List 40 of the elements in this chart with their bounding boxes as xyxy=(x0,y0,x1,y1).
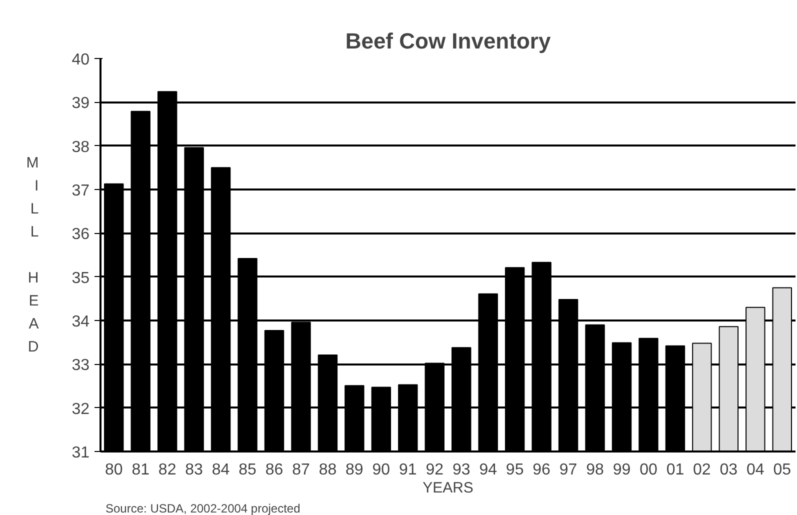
x-tick-label: 97 xyxy=(559,462,578,478)
text: MILL HEAD xyxy=(26,154,39,356)
x-tick-label: 91 xyxy=(399,462,417,478)
x-tick-label: 80 xyxy=(104,462,123,478)
x-tick-label: 96 xyxy=(532,462,551,478)
x-tick-label: 95 xyxy=(506,462,524,478)
y-tick-label: 38 xyxy=(72,138,90,156)
x-tick-label: 86 xyxy=(265,462,284,478)
y-tick-label: 36 xyxy=(72,226,90,244)
x-tick-label: 03 xyxy=(720,462,738,478)
y-tick-label: 35 xyxy=(72,270,90,287)
x-tick-label: 89 xyxy=(346,462,364,478)
x-tick-label: 05 xyxy=(773,462,792,478)
y-tick-label: 33 xyxy=(72,357,90,374)
y-tick-label: 40 xyxy=(72,52,90,68)
x-tick-label: 83 xyxy=(185,462,204,478)
x-tick-label: 87 xyxy=(292,462,310,478)
x-tick-label: 00 xyxy=(640,462,658,478)
x-tick-label: 85 xyxy=(238,462,257,478)
y-tick-label: 34 xyxy=(72,314,90,330)
x-tick-label: 88 xyxy=(318,462,337,478)
y-tick-label: 37 xyxy=(72,182,90,200)
x-tick-label: 94 xyxy=(479,462,498,478)
x-axis-title: YEARS xyxy=(422,480,474,496)
x-tick-label: 81 xyxy=(132,462,150,478)
y-tick-label: 39 xyxy=(72,95,90,112)
x-tick-label: 82 xyxy=(158,462,176,478)
y-tick-label: 32 xyxy=(72,400,90,418)
x-tick-label: 90 xyxy=(372,462,390,478)
x-tick-label: 04 xyxy=(746,462,764,478)
x-tick-label: 92 xyxy=(426,462,444,478)
x-tick-label: 99 xyxy=(612,462,631,478)
x-tick-label: 02 xyxy=(693,462,711,478)
chart-title: Beef Cow Inventory xyxy=(345,28,552,54)
x-tick-label: 98 xyxy=(586,462,604,478)
x-tick-label: 93 xyxy=(452,462,470,478)
y-tick-label: 31 xyxy=(72,444,90,462)
source-note: Source: USDA, 2002-2004 projected xyxy=(106,502,300,515)
x-tick-label: 84 xyxy=(212,462,230,478)
x-tick-label: 01 xyxy=(666,462,684,478)
